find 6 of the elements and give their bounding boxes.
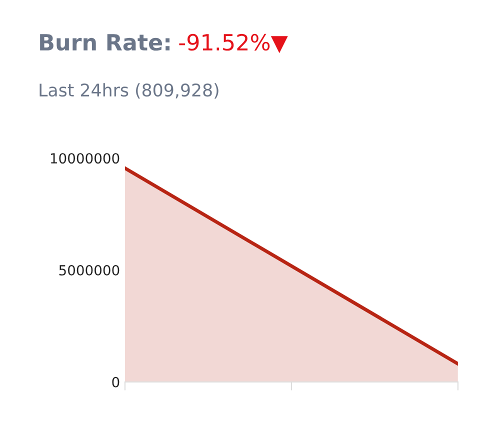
y-tick-label: 10000000 xyxy=(50,153,120,164)
text: -91.52%▼ xyxy=(179,34,288,54)
y-tick-label: 5000000 xyxy=(59,264,120,276)
y-tick-label: 0 xyxy=(112,376,120,388)
chart-subtitle: Last 24hrs (809,928) xyxy=(40,83,218,99)
chart-title: Burn Rate: xyxy=(40,34,170,51)
